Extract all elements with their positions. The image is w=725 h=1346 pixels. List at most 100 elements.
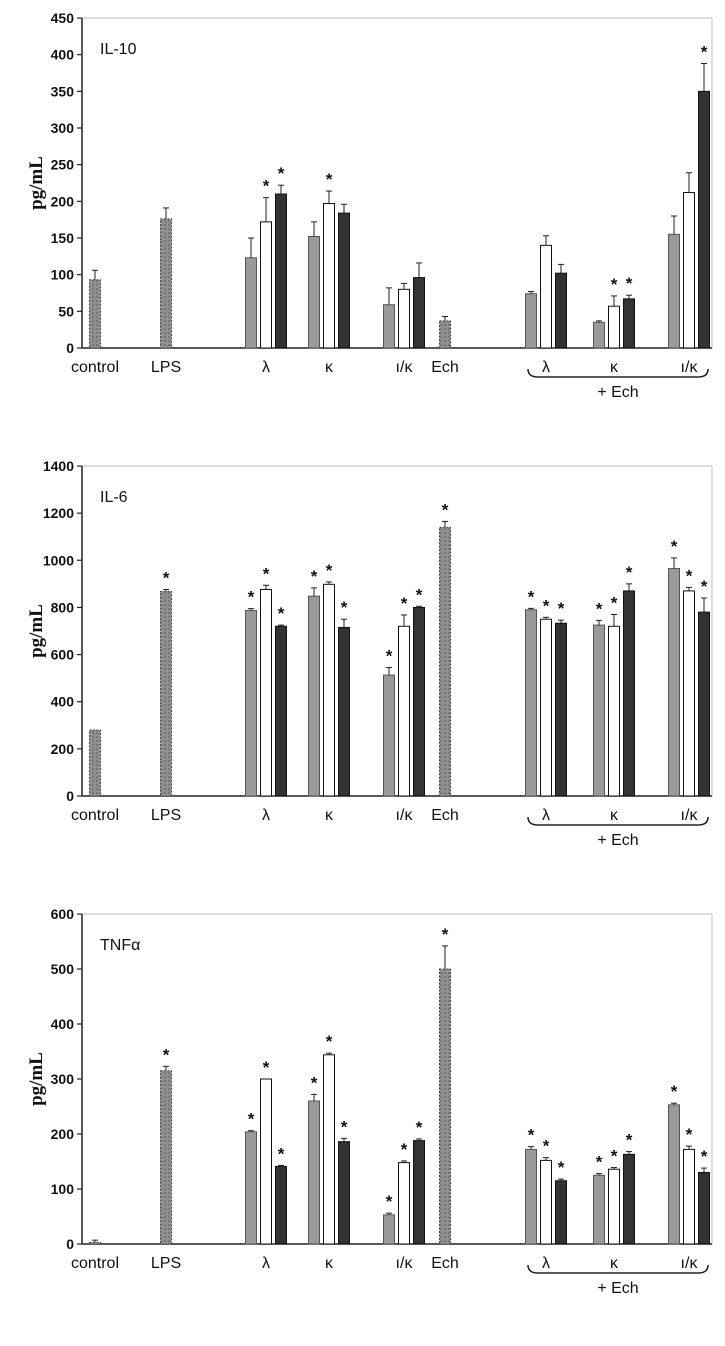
- il6-bar-7-0: [593, 624, 605, 797]
- il6-x-label-5: Ech: [431, 807, 459, 824]
- il6-sig-star-3-0: *: [311, 567, 318, 586]
- tnfa-sig-star-2-1: *: [263, 1058, 270, 1077]
- il6-bar-3-1: [323, 583, 335, 797]
- tnfa-x-label-2: λ: [262, 1255, 270, 1272]
- tnfa-y-tick-label: 600: [51, 906, 75, 922]
- il10-x-label-0: control: [71, 359, 119, 376]
- tnfa-bar-2-0: [245, 1131, 257, 1245]
- tnfa-panel: 0 100 200 300 400 500 600 pg/mL TNFα * * * * * * * * * * * *…: [0, 896, 725, 1344]
- tnfa-bar-5-0: [439, 968, 451, 1245]
- il6-sig-star-6-2: *: [558, 599, 565, 618]
- il6-bar-0-0: [89, 729, 101, 797]
- il10-x-label-1: LPS: [151, 359, 181, 376]
- tnfa-bar-4-1: [398, 1162, 410, 1245]
- tnfa-sig-star-6-2: *: [558, 1158, 565, 1177]
- il6-sig-star-8-0: *: [671, 537, 678, 556]
- tnfa-bar-6-0: [525, 1148, 537, 1245]
- tnfa-bar-3-0: [308, 1100, 320, 1245]
- il10-x-label-6: λ: [542, 359, 550, 376]
- il6-x-label-7: κ: [610, 807, 619, 824]
- il6-bar-1-0: [160, 590, 172, 797]
- tnfa-bar-6-1: [540, 1159, 552, 1245]
- il6-sig-star-4-1: *: [401, 594, 408, 613]
- il6-x-label-8: ı/κ: [681, 807, 699, 824]
- tnfa-sig-star-1-0: *: [163, 1045, 170, 1064]
- il10-bar-7-0: [593, 321, 605, 349]
- il6-sig-star-7-1: *: [611, 594, 618, 613]
- il10-bar-3-1: [323, 203, 335, 349]
- il6-sig-star-4-0: *: [386, 647, 393, 666]
- il6-sig-star-1-0: *: [163, 569, 170, 588]
- tnfa-bar-3-1: [323, 1054, 335, 1245]
- tnfa-bar-2-2: [275, 1165, 287, 1245]
- tnfa-sig-star-2-2: *: [278, 1144, 285, 1163]
- il10-y-tick-label: 250: [51, 157, 75, 173]
- il6-bar-6-1: [540, 618, 552, 797]
- il10-bar-8-2: [698, 90, 710, 349]
- il10-bar-4-2: [413, 277, 425, 349]
- il6-bar-2-0: [245, 609, 257, 797]
- il10-bar-4-0: [383, 304, 395, 349]
- tnfa-bar-8-1: [683, 1148, 695, 1245]
- tnfa-y-tick-label: 100: [51, 1181, 75, 1197]
- tnfa-bar-7-0: [593, 1174, 605, 1245]
- il10-y-tick-label: 150: [51, 230, 75, 246]
- il10-bar-1-0: [160, 218, 172, 349]
- il10-y-tick-label: 300: [51, 120, 75, 136]
- tnfa-bar-4-0: [383, 1214, 395, 1245]
- tnfa-sig-star-3-2: *: [341, 1117, 348, 1136]
- il6-bar-5-0: [439, 526, 451, 797]
- tnfa-y-tick-label: 400: [51, 1016, 75, 1032]
- il6-x-label-6: λ: [542, 807, 550, 824]
- tnfa-y-tick-label: 0: [66, 1236, 74, 1252]
- tnfa-sig-star-4-0: *: [386, 1192, 393, 1211]
- il6-sig-star-2-2: *: [278, 604, 285, 623]
- il10-sig-star-2-1: *: [263, 177, 270, 196]
- tnfa-title: TNFα: [100, 937, 140, 954]
- tnfa-sig-star-5-0: *: [442, 925, 449, 944]
- tnfa-x-label-1: LPS: [151, 1255, 181, 1272]
- il10-sig-star-2-2: *: [278, 164, 285, 183]
- tnfa-bar-4-2: [413, 1140, 425, 1245]
- il10-bar-6-0: [525, 293, 537, 349]
- il6-sig-star-6-1: *: [543, 596, 550, 615]
- il10-sig-star-7-1: *: [611, 275, 618, 294]
- tnfa-x-label-3: κ: [325, 1255, 334, 1272]
- il6-ech-bracket-label: + Ech: [597, 832, 638, 849]
- il10-y-tick-label: 200: [51, 193, 75, 209]
- il6-sig-star-8-2: *: [701, 577, 708, 596]
- il10-ech-bracket: [527, 368, 709, 378]
- tnfa-bar-8-2: [698, 1172, 710, 1245]
- il10-y-axis-label: pg/mL: [26, 156, 47, 210]
- tnfa-sig-star-8-2: *: [701, 1147, 708, 1166]
- il6-bar-4-2: [413, 606, 425, 797]
- il6-sig-star-2-1: *: [263, 564, 270, 583]
- il10-x-label-8: ı/κ: [681, 359, 699, 376]
- il6-panel: 0 200 400 600 800 1000 1200 1400 pg/mL IL-6 * * * * * *…: [0, 448, 725, 896]
- il6-bar-8-1: [683, 590, 695, 797]
- il6-y-tick-label: 0: [66, 788, 74, 804]
- il6-ech-bracket: [527, 816, 709, 826]
- il6-y-tick-label: 600: [51, 647, 75, 663]
- tnfa-x-label-5: Ech: [431, 1255, 459, 1272]
- il6-sig-star-6-0: *: [528, 587, 535, 606]
- il10-title: IL-10: [100, 41, 137, 58]
- il10-sig-star-7-2: *: [626, 274, 633, 293]
- tnfa-ech-bracket: [527, 1264, 709, 1274]
- tnfa-bar-0-0: [89, 1241, 101, 1245]
- tnfa-x-label-7: κ: [610, 1255, 619, 1272]
- il10-y-tick-label: 50: [58, 303, 74, 319]
- il10-x-label-3: κ: [325, 359, 334, 376]
- il10-bar-2-2: [275, 193, 287, 349]
- il10-y-tick-label: 100: [51, 267, 75, 283]
- il6-y-tick-label: 1000: [43, 552, 74, 568]
- il10-bar-3-2: [338, 212, 350, 349]
- il6-sig-star-2-0: *: [248, 588, 255, 607]
- il6-sig-star-5-0: *: [442, 500, 449, 519]
- il10-y-tick-label: 400: [51, 47, 75, 63]
- il6-chart: 0 200 400 600 800 1000 1200 1400 pg/mL IL-6 * * * * * *…: [26, 458, 713, 849]
- il10-ech-bracket-label: + Ech: [597, 384, 638, 401]
- il6-bar-7-1: [608, 625, 620, 797]
- il10-sig-star-8-2: *: [701, 42, 708, 61]
- tnfa-bar-6-2: [555, 1180, 567, 1245]
